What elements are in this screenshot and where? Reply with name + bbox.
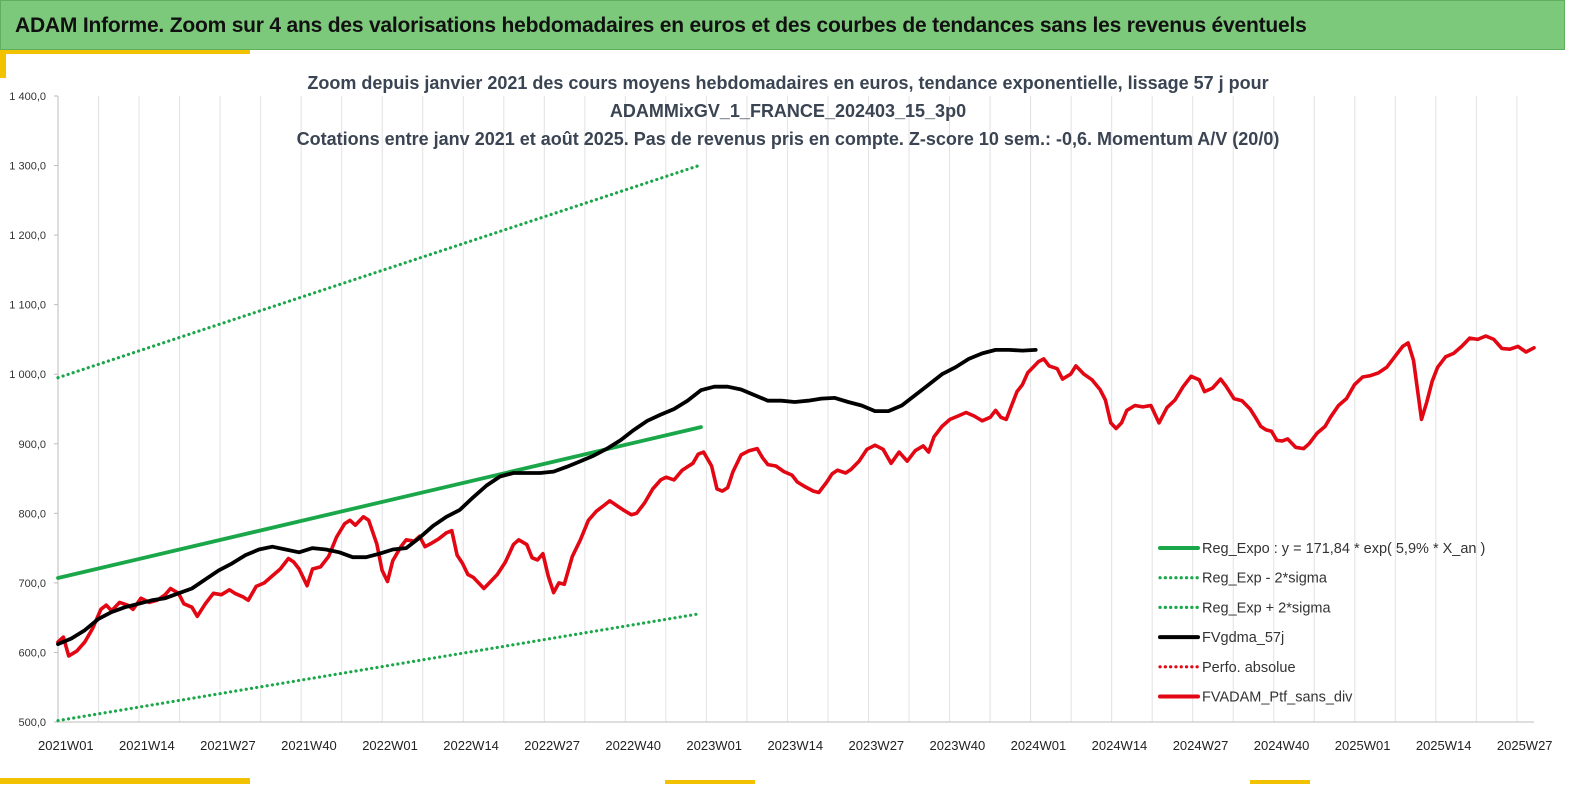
chart-title-line-1: Zoom depuis janvier 2021 des cours moyen…: [307, 73, 1268, 93]
x-tick-label: 2024W01: [1011, 738, 1067, 753]
x-tick-label: 2023W27: [849, 738, 905, 753]
x-tick-label: 2024W40: [1254, 738, 1310, 753]
report-banner: ADAM Informe. Zoom sur 4 ans des valoris…: [0, 0, 1565, 50]
chart-series: [56, 163, 1536, 723]
x-tick-label: 2025W01: [1335, 738, 1391, 753]
y-tick-label: 500,0: [18, 717, 46, 729]
y-tick-label: 700,0: [18, 578, 46, 590]
x-tick-label: 2022W27: [524, 738, 580, 753]
chart-title-line-2: ADAMMixGV_1_FRANCE_202403_15_3p0: [610, 101, 966, 121]
y-tick-label: 1 400,0: [9, 91, 46, 103]
chart-grid: [57, 96, 1534, 723]
legend-label: FVgdma_57j: [1202, 630, 1284, 646]
legend-label: Perfo. absolue: [1202, 660, 1296, 676]
series-line-5: [56, 334, 1536, 658]
x-tick-label: 2021W40: [281, 738, 337, 753]
chart-title-line-3: Cotations entre janv 2021 et août 2025. …: [297, 129, 1280, 149]
y-tick-label: 1 100,0: [9, 300, 46, 312]
y-tick-label: 900,0: [18, 439, 46, 451]
legend-label: FVADAM_Ptf_sans_div: [1202, 690, 1353, 706]
series-line-0: [56, 425, 703, 580]
x-tick-label: 2023W01: [686, 738, 742, 753]
y-tick-label: 1 200,0: [9, 230, 46, 242]
corner-accent-top-bar: [0, 50, 250, 54]
x-tick-label: 2024W27: [1173, 738, 1229, 753]
trend-chart: Zoom depuis janvier 2021 des cours moyen…: [9, 73, 1553, 753]
y-tick-label: 600,0: [18, 647, 46, 659]
y-tick-label: 800,0: [18, 508, 46, 520]
x-tick-label: 2025W14: [1416, 738, 1472, 753]
series-line-1: [56, 611, 703, 723]
y-axis: 500,0 600,0 700,0 800,0 900,0 1 000,0 1 100,0 1…: [9, 91, 58, 729]
x-tick-label: 2021W01: [38, 738, 94, 753]
x-tick-label: 2024W14: [1092, 738, 1148, 753]
series-line-2: [56, 163, 703, 380]
x-tick-label: 2021W27: [200, 738, 256, 753]
series-line-3: [56, 348, 1038, 646]
chart-legend: Reg_Expo : y = 171,84 * exp( 5,9% * X_an…: [1158, 541, 1485, 706]
legend-label: Reg_Exp - 2*sigma: [1202, 571, 1328, 587]
x-tick-label: 2022W14: [443, 738, 499, 753]
x-tick-label: 2023W40: [930, 738, 986, 753]
chart-area: Zoom depuis janvier 2021 des cours moyen…: [2, 52, 1565, 780]
report-title: ADAM Informe. Zoom sur 4 ans des valoris…: [15, 14, 1307, 37]
y-tick-label: 1 300,0: [9, 161, 46, 173]
corner-accent-bottom-mid: [665, 780, 755, 784]
legend-label: Reg_Exp + 2*sigma: [1202, 600, 1331, 616]
chart-title: Zoom depuis janvier 2021 des cours moyen…: [297, 73, 1280, 149]
x-tick-label: 2021W14: [119, 738, 175, 753]
y-tick-label: 1 000,0: [9, 369, 46, 381]
x-tick-label: 2025W27: [1497, 738, 1553, 753]
x-axis: 2021W01 2021W14 2021W27 2021W40 2022W01 2022W…: [38, 738, 1553, 753]
x-tick-label: 2022W40: [605, 738, 661, 753]
corner-accent-bottom-left: [0, 778, 250, 784]
corner-accent-top-left: [0, 50, 6, 78]
corner-accent-bottom-right: [1250, 780, 1310, 784]
x-tick-label: 2022W01: [362, 738, 418, 753]
x-tick-label: 2023W14: [767, 738, 823, 753]
legend-label: Reg_Expo : y = 171,84 * exp( 5,9% * X_an…: [1202, 541, 1485, 557]
